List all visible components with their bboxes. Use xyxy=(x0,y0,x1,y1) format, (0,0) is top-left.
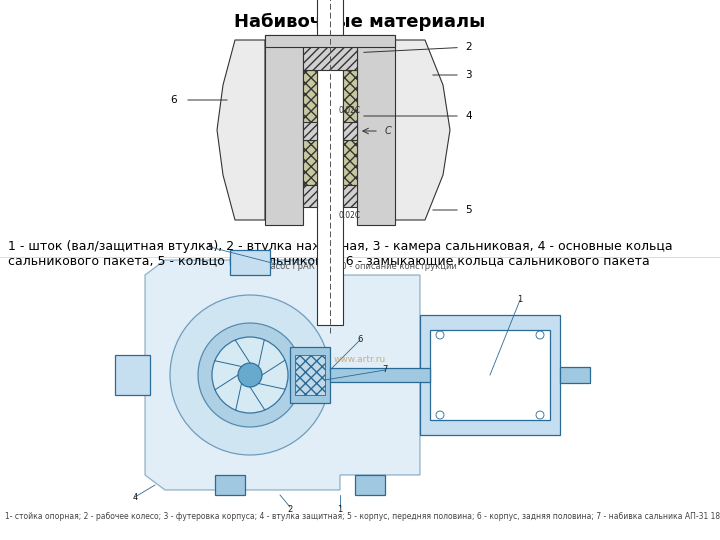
Bar xyxy=(303,185,317,207)
Bar xyxy=(355,475,385,495)
Bar xyxy=(303,35,357,70)
Bar xyxy=(265,35,395,47)
Circle shape xyxy=(436,331,444,339)
Bar xyxy=(343,70,357,185)
Bar xyxy=(290,347,330,403)
Polygon shape xyxy=(395,40,450,220)
Text: Набивочные материалы: Набивочные материалы xyxy=(234,13,486,31)
Bar xyxy=(303,122,317,140)
Bar xyxy=(430,330,550,420)
Polygon shape xyxy=(145,260,420,490)
Bar xyxy=(343,185,357,207)
Bar xyxy=(420,315,560,435)
Bar xyxy=(265,35,303,225)
Text: 0.02C: 0.02C xyxy=(339,106,361,115)
Text: 2: 2 xyxy=(465,43,472,52)
Circle shape xyxy=(536,331,544,339)
Text: 2: 2 xyxy=(287,505,292,515)
Text: 3: 3 xyxy=(465,70,472,80)
Bar xyxy=(215,475,245,495)
Bar xyxy=(343,122,357,140)
Bar xyxy=(303,70,317,185)
Circle shape xyxy=(238,363,262,387)
Text: 1: 1 xyxy=(518,295,523,305)
Circle shape xyxy=(212,337,288,413)
Bar xyxy=(295,355,325,395)
Text: 4: 4 xyxy=(132,492,138,502)
Bar xyxy=(115,355,150,395)
Text: 5: 5 xyxy=(207,242,212,252)
Text: C: C xyxy=(385,126,392,136)
Text: Насос ГрАК 350/40 - описание конструкции: Насос ГрАК 350/40 - описание конструкции xyxy=(264,262,456,271)
Text: 5: 5 xyxy=(465,205,472,215)
Text: 0.02C: 0.02C xyxy=(339,211,361,219)
Text: 7: 7 xyxy=(382,366,387,375)
Bar xyxy=(357,35,395,225)
Text: 1- стойка опорная; 2 - рабочее колесо; 3 - футеровка корпуса; 4 - втулка защитна: 1- стойка опорная; 2 - рабочее колесо; 3… xyxy=(5,512,720,521)
Bar xyxy=(560,367,590,383)
Text: 6: 6 xyxy=(171,95,177,105)
Text: сальникового пакета, 5 - кольцо подсальниковое, 6 - замыкающие кольца сальниково: сальникового пакета, 5 - кольцо подсальн… xyxy=(8,254,649,267)
Text: 1 - шток (вал/защитная втулка), 2 - втулка нажимная, 3 - камера сальниковая, 4 -: 1 - шток (вал/защитная втулка), 2 - втул… xyxy=(8,240,672,253)
Text: 4: 4 xyxy=(465,111,472,121)
Circle shape xyxy=(436,411,444,419)
Text: www.artr.ru: www.artr.ru xyxy=(334,355,386,364)
Circle shape xyxy=(198,323,302,427)
Text: 6: 6 xyxy=(357,335,363,345)
Text: 1: 1 xyxy=(338,505,343,515)
Bar xyxy=(290,368,430,382)
Bar xyxy=(317,0,343,325)
Bar xyxy=(230,250,270,275)
Polygon shape xyxy=(217,40,265,220)
Circle shape xyxy=(170,295,330,455)
Circle shape xyxy=(536,411,544,419)
